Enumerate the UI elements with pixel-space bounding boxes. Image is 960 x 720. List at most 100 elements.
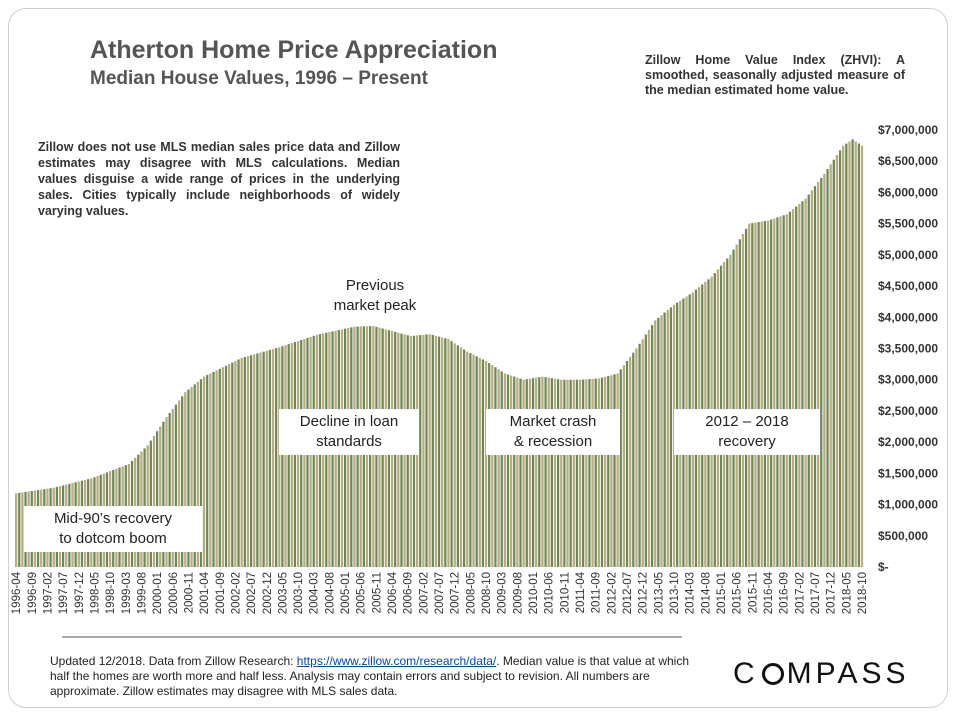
data-bar xyxy=(419,335,422,567)
y-tick-label: $3,000,000 xyxy=(878,373,938,387)
x-tick-label: 2002-02 xyxy=(230,572,242,614)
x-tick-label: 2000-06 xyxy=(168,572,180,614)
data-bar xyxy=(519,378,522,567)
data-bar xyxy=(560,379,563,567)
data-bar xyxy=(741,234,745,568)
x-tick-label: 2008-05 xyxy=(465,572,477,614)
x-tick-label: 2011-09 xyxy=(591,572,603,613)
x-tick-label: 2012-07 xyxy=(622,572,634,614)
data-bar xyxy=(246,356,250,567)
data-bar xyxy=(284,345,287,567)
data-bar xyxy=(249,355,253,567)
data-bar xyxy=(484,360,488,567)
data-bar xyxy=(660,315,663,567)
data-bar xyxy=(221,367,225,567)
data-bar xyxy=(654,320,657,567)
data-bar xyxy=(638,343,641,567)
y-tick-label: $1,500,000 xyxy=(878,466,938,480)
data-bar xyxy=(751,223,754,567)
annotation-loan-decline: Decline in loan standards xyxy=(279,409,419,455)
data-bar xyxy=(791,209,795,567)
data-bar xyxy=(647,329,651,567)
data-bar xyxy=(666,310,669,567)
x-tick-label: 2009-03 xyxy=(497,572,509,614)
data-bar xyxy=(478,357,481,567)
x-tick-label: 2001-04 xyxy=(199,571,211,614)
x-tick-label: 2002-12 xyxy=(262,572,274,614)
data-bar xyxy=(174,404,178,567)
data-bar xyxy=(488,363,491,567)
data-bar xyxy=(506,374,510,567)
data-bar xyxy=(860,145,864,568)
data-bar xyxy=(149,440,152,567)
x-tick-label: 2017-02 xyxy=(794,572,806,614)
zhvi-definition: Zillow Home Value Index (ZHVI): A smooth… xyxy=(645,53,905,97)
data-bar xyxy=(206,375,209,567)
data-bar xyxy=(779,216,782,568)
compass-logo: C MPASS xyxy=(733,657,909,691)
data-bar xyxy=(763,221,767,568)
data-bar xyxy=(21,492,24,567)
data-bar xyxy=(625,360,629,567)
data-bar xyxy=(509,375,513,567)
data-bar xyxy=(619,369,622,567)
data-bar xyxy=(757,222,760,567)
data-bar xyxy=(766,220,770,567)
data-bar xyxy=(212,371,215,567)
data-bar xyxy=(817,182,820,567)
data-bar xyxy=(503,373,506,567)
zillow-research-link[interactable]: https://www.zillow.com/research/data/ xyxy=(296,654,497,668)
x-tick-label: 2012-02 xyxy=(606,572,618,614)
data-bar xyxy=(431,334,434,567)
data-bar xyxy=(450,341,453,567)
data-bar xyxy=(491,365,494,567)
data-bar xyxy=(425,334,428,567)
x-tick-label: 1999-03 xyxy=(121,572,133,614)
data-bar xyxy=(234,360,237,567)
data-bar xyxy=(199,379,203,567)
annotation-market-peak-line2: market peak xyxy=(333,297,417,314)
data-bar xyxy=(466,351,469,567)
data-bar xyxy=(550,378,553,567)
data-bar xyxy=(535,377,538,567)
data-bar xyxy=(807,194,810,567)
y-tick-label: $4,000,000 xyxy=(878,310,938,324)
data-bar xyxy=(801,201,804,567)
data-bar xyxy=(444,338,447,567)
x-tick-label: 2011-04 xyxy=(575,571,587,613)
y-tick-label: $1,000,000 xyxy=(878,498,938,512)
data-bar xyxy=(500,371,503,567)
data-bar xyxy=(18,492,21,567)
data-bar xyxy=(632,352,635,567)
data-bar xyxy=(738,239,741,567)
data-bar xyxy=(578,379,582,567)
x-tick-label: 2005-06 xyxy=(356,572,368,614)
data-bar xyxy=(168,413,171,567)
data-bar xyxy=(15,493,18,567)
data-bar xyxy=(513,376,516,567)
data-bar xyxy=(290,343,293,567)
x-tick-label: 2014-03 xyxy=(685,572,697,614)
data-bar xyxy=(842,145,845,568)
data-bar xyxy=(572,379,575,567)
data-bar xyxy=(760,221,763,567)
data-bar xyxy=(528,378,532,567)
y-tick-label: $7,000,000 xyxy=(878,123,938,137)
x-tick-label: 2018-05 xyxy=(841,572,853,614)
x-tick-label: 2015-11 xyxy=(747,572,759,613)
data-bar xyxy=(820,177,823,568)
x-tick-label: 1998-10 xyxy=(105,572,117,614)
data-bar xyxy=(469,353,472,567)
data-bar xyxy=(209,373,212,567)
x-tick-label: 2000-11 xyxy=(183,572,195,613)
data-bar xyxy=(851,139,854,568)
data-bar xyxy=(669,307,673,567)
data-bar xyxy=(162,421,165,567)
data-bar xyxy=(810,190,813,567)
data-bar xyxy=(613,374,616,567)
data-bar xyxy=(735,244,738,567)
x-tick-label: 2016-04 xyxy=(763,571,775,614)
data-bar xyxy=(262,351,265,567)
x-tick-label: 2000-01 xyxy=(152,572,164,614)
data-bar xyxy=(845,143,848,567)
